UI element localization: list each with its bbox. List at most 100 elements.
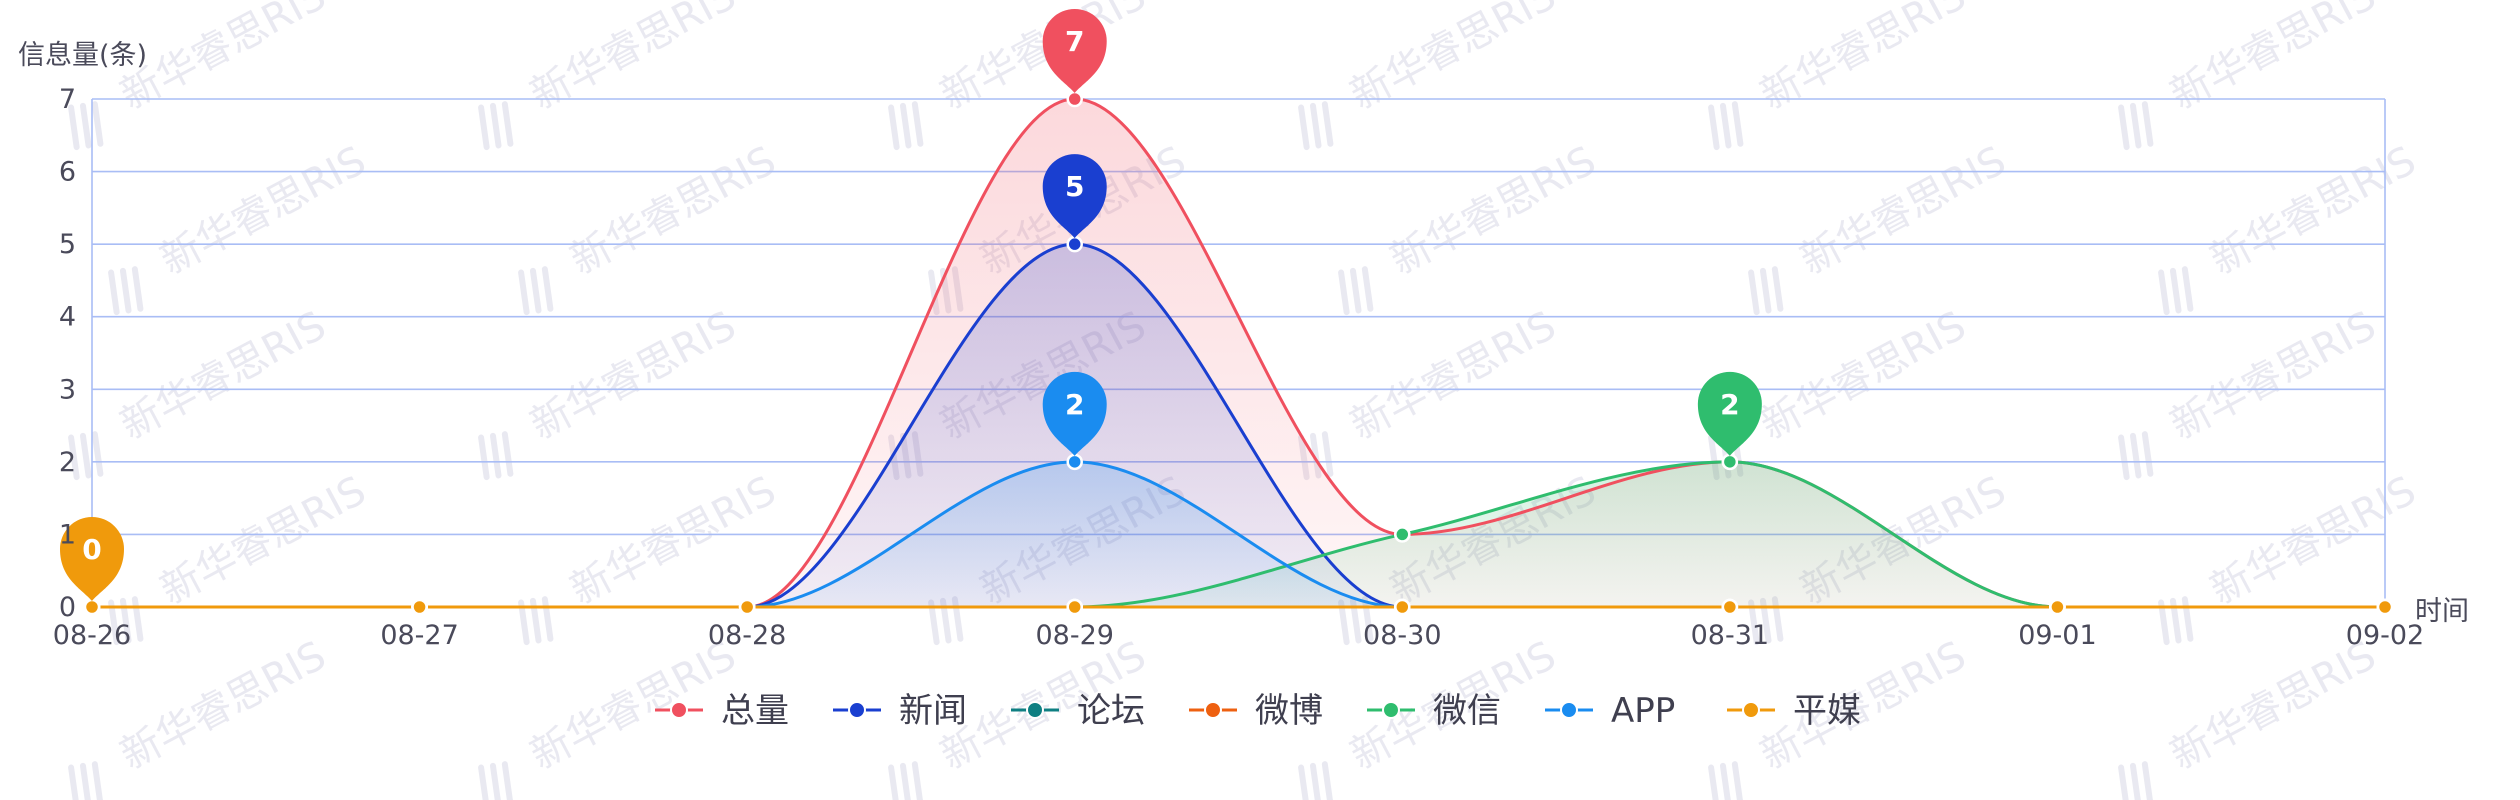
pin-shape bbox=[1042, 9, 1107, 93]
watermark-text: 新华睿思RIS bbox=[933, 0, 1153, 119]
y-tick-label: 1 bbox=[59, 519, 76, 550]
y-tick-label: 3 bbox=[59, 374, 76, 405]
watermark: 新华睿思RIS bbox=[1298, 633, 1563, 800]
data-point-wechat bbox=[1394, 526, 1411, 543]
watermark: 新华睿思RIS bbox=[1748, 138, 2013, 316]
x-tick-label: 08-26 bbox=[53, 620, 131, 651]
legend-label: 总量 bbox=[721, 691, 789, 731]
watermark-text: 新华睿思RIS bbox=[153, 138, 373, 284]
line-layer bbox=[91, 97, 2385, 609]
watermark-text: 新华睿思RIS bbox=[563, 468, 783, 614]
x-axis-title: 时间 bbox=[2415, 596, 2469, 627]
watermark: 新华睿思RIS bbox=[518, 138, 783, 316]
watermark: 新华睿思RIS bbox=[478, 633, 743, 800]
legend-marker bbox=[1742, 701, 1760, 719]
watermark: 新华睿思RIS bbox=[1298, 0, 1563, 151]
max-marker-wechat: 2 bbox=[1697, 371, 1762, 456]
watermark-text: 新华睿思RIS bbox=[523, 303, 743, 449]
watermark: 新华睿思RIS bbox=[108, 468, 373, 646]
data-point-app bbox=[1066, 453, 1083, 471]
watermark-text: 新华睿思RIS bbox=[153, 468, 373, 614]
series-area-wechat bbox=[92, 461, 2385, 607]
watermark-text: 新华睿思RIS bbox=[2163, 633, 2383, 779]
max-marker-print: 0 bbox=[60, 517, 124, 601]
data-point-print bbox=[2376, 598, 2394, 616]
legend-marker bbox=[1382, 701, 1400, 719]
legend-marker bbox=[1026, 701, 1044, 719]
legend-label: 平媒 bbox=[1793, 691, 1861, 731]
max-marker-news: 5 bbox=[1042, 154, 1107, 239]
watermark-text: 新华睿思RIS bbox=[2203, 138, 2423, 284]
legend-marker bbox=[1560, 701, 1578, 719]
data-point-news bbox=[1066, 235, 1083, 253]
data-point-print bbox=[1721, 598, 1739, 616]
y-tick-label: 5 bbox=[59, 229, 76, 260]
legend: 总量 新闻 论坛 微博 微信 APP 平媒 bbox=[655, 691, 1861, 731]
watermark: 新华睿思RIS bbox=[2513, 303, 2520, 490]
watermark-text: 新华睿思RIS bbox=[2203, 468, 2423, 614]
watermark-text: 新华睿思RIS bbox=[1793, 138, 2013, 284]
watermark-text: 新华睿思RIS bbox=[113, 303, 333, 449]
legend-item-forum[interactable]: 论坛 bbox=[1011, 691, 1145, 731]
legend-label: APP bbox=[1611, 691, 1675, 731]
marker-layer: 7 5 2 2 0 bbox=[60, 9, 1762, 601]
watermark: 新华睿思RIS bbox=[2118, 633, 2383, 800]
pin-shape bbox=[60, 517, 124, 601]
pin-label: 2 bbox=[1065, 388, 1084, 421]
watermark: 新华睿思RIS bbox=[1708, 0, 1973, 151]
pin-label: 2 bbox=[1720, 388, 1739, 421]
y-tick-label: 7 bbox=[59, 84, 76, 115]
watermark-text: 新华睿思RIS bbox=[1753, 0, 1973, 119]
point-layer bbox=[83, 90, 2394, 616]
legend-label: 微博 bbox=[1255, 691, 1323, 731]
legend-item-total[interactable]: 总量 bbox=[655, 691, 789, 731]
watermark-text: 新华睿思RIS bbox=[1383, 138, 1603, 284]
watermark: 新华睿思RIS bbox=[68, 633, 333, 800]
y-axis-title: 信息量(条) bbox=[18, 40, 147, 71]
max-marker-total: 7 bbox=[1042, 9, 1107, 93]
data-point-print bbox=[1394, 598, 1411, 616]
watermark-text: 新华睿思RIS bbox=[1343, 303, 1563, 449]
data-point-print bbox=[1066, 598, 1083, 616]
watermark-text: 新华睿思RIS bbox=[1753, 303, 1973, 449]
legend-item-print[interactable]: 平媒 bbox=[1727, 691, 1861, 731]
watermark-text: 新华睿思RIS bbox=[523, 633, 743, 779]
watermark: 新华睿思RIS bbox=[1338, 138, 1603, 316]
legend-marker bbox=[670, 701, 688, 719]
watermark-text: 新华睿思RIS bbox=[523, 0, 743, 119]
x-tick-label: 09-02 bbox=[2346, 620, 2424, 651]
watermark-text: 新华睿思RIS bbox=[1343, 0, 1563, 119]
y-tick-label: 2 bbox=[59, 447, 76, 478]
x-tick-label: 08-31 bbox=[1691, 620, 1769, 651]
watermark: 新华睿思RIS bbox=[68, 0, 333, 151]
watermark: 新华睿思RIS bbox=[2513, 0, 2520, 160]
data-point-print bbox=[2049, 598, 2066, 616]
legend-item-wechat[interactable]: 微信 bbox=[1367, 691, 1501, 731]
pin-label: 7 bbox=[1065, 25, 1084, 58]
area-layer bbox=[92, 99, 2385, 607]
watermark-text: 新华睿思RIS bbox=[2163, 0, 2383, 119]
max-marker-app: 2 bbox=[1042, 371, 1107, 456]
legend-label: 微信 bbox=[1433, 691, 1501, 731]
legend-item-news[interactable]: 新闻 bbox=[833, 691, 967, 731]
x-tick-label: 09-01 bbox=[2018, 620, 2096, 651]
series-area-total bbox=[92, 99, 2385, 607]
legend-item-weibo[interactable]: 微博 bbox=[1189, 691, 1323, 731]
legend-label: 论坛 bbox=[1077, 691, 1145, 731]
x-tick-label: 08-27 bbox=[380, 620, 458, 651]
watermark-text: 新华睿思RIS bbox=[2163, 303, 2383, 449]
watermark: 新华睿思RIS bbox=[108, 138, 373, 316]
watermark: 新华睿思RIS bbox=[2118, 0, 2383, 151]
legend-item-app[interactable]: APP bbox=[1545, 691, 1675, 731]
data-point-print bbox=[738, 598, 756, 616]
pin-shape bbox=[1042, 154, 1107, 239]
data-point-print bbox=[83, 598, 101, 616]
watermark-text: 新华睿思RIS bbox=[1753, 633, 1973, 779]
data-point-print bbox=[411, 598, 428, 616]
watermark-text: 新华睿思RIS bbox=[113, 633, 333, 779]
watermark: 新华睿思RIS bbox=[2513, 633, 2520, 800]
data-point-total bbox=[1066, 90, 1083, 108]
x-tick-label: 08-30 bbox=[1363, 620, 1441, 651]
